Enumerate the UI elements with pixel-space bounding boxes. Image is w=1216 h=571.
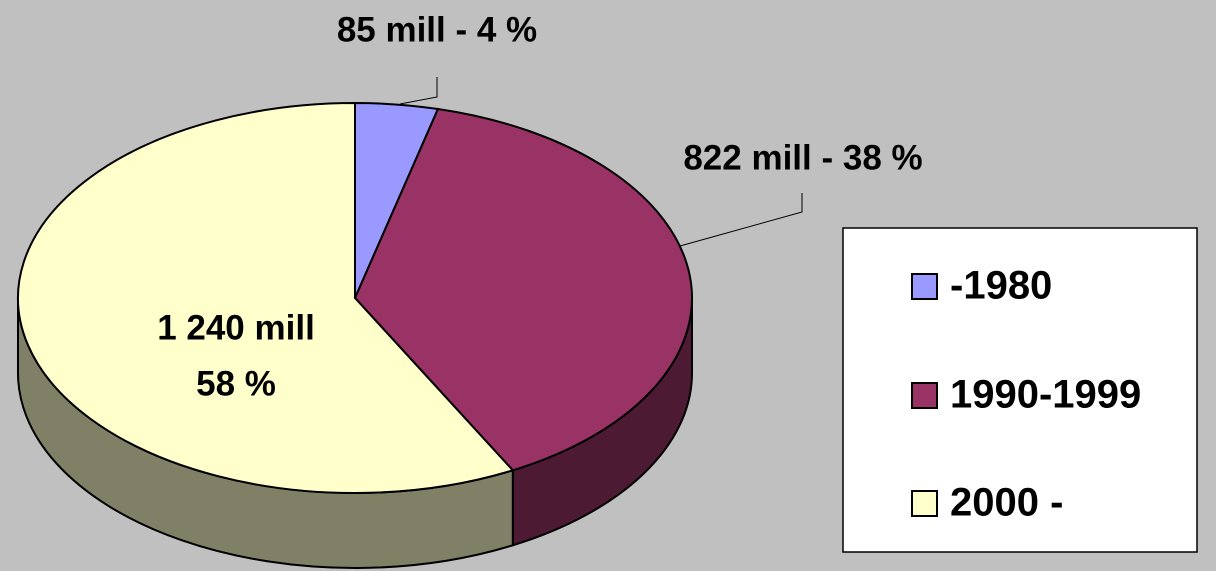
pie-tops [17,101,693,494]
legend-swatch [911,382,938,409]
legend-swatch [911,273,938,300]
legend-label: 1990-1999 [950,373,1141,417]
legend-label: 2000 - [950,481,1063,525]
data-label: 85 mill - 4 % [337,10,537,49]
slice [17,101,515,494]
legend-swatch [911,490,938,517]
legend-box [842,227,1198,553]
legend-label: -1980 [950,264,1052,308]
data-label: 822 mill - 38 % [683,138,922,177]
data-label: 1 240 mill [157,308,315,347]
leader-line [399,77,438,105]
leader-line [679,193,803,247]
data-label: 58 % [196,364,276,403]
labels: 85 mill - 4 % 822 mill - 38 % 1 240 mill 58… [157,10,1141,524]
slice [353,107,693,472]
